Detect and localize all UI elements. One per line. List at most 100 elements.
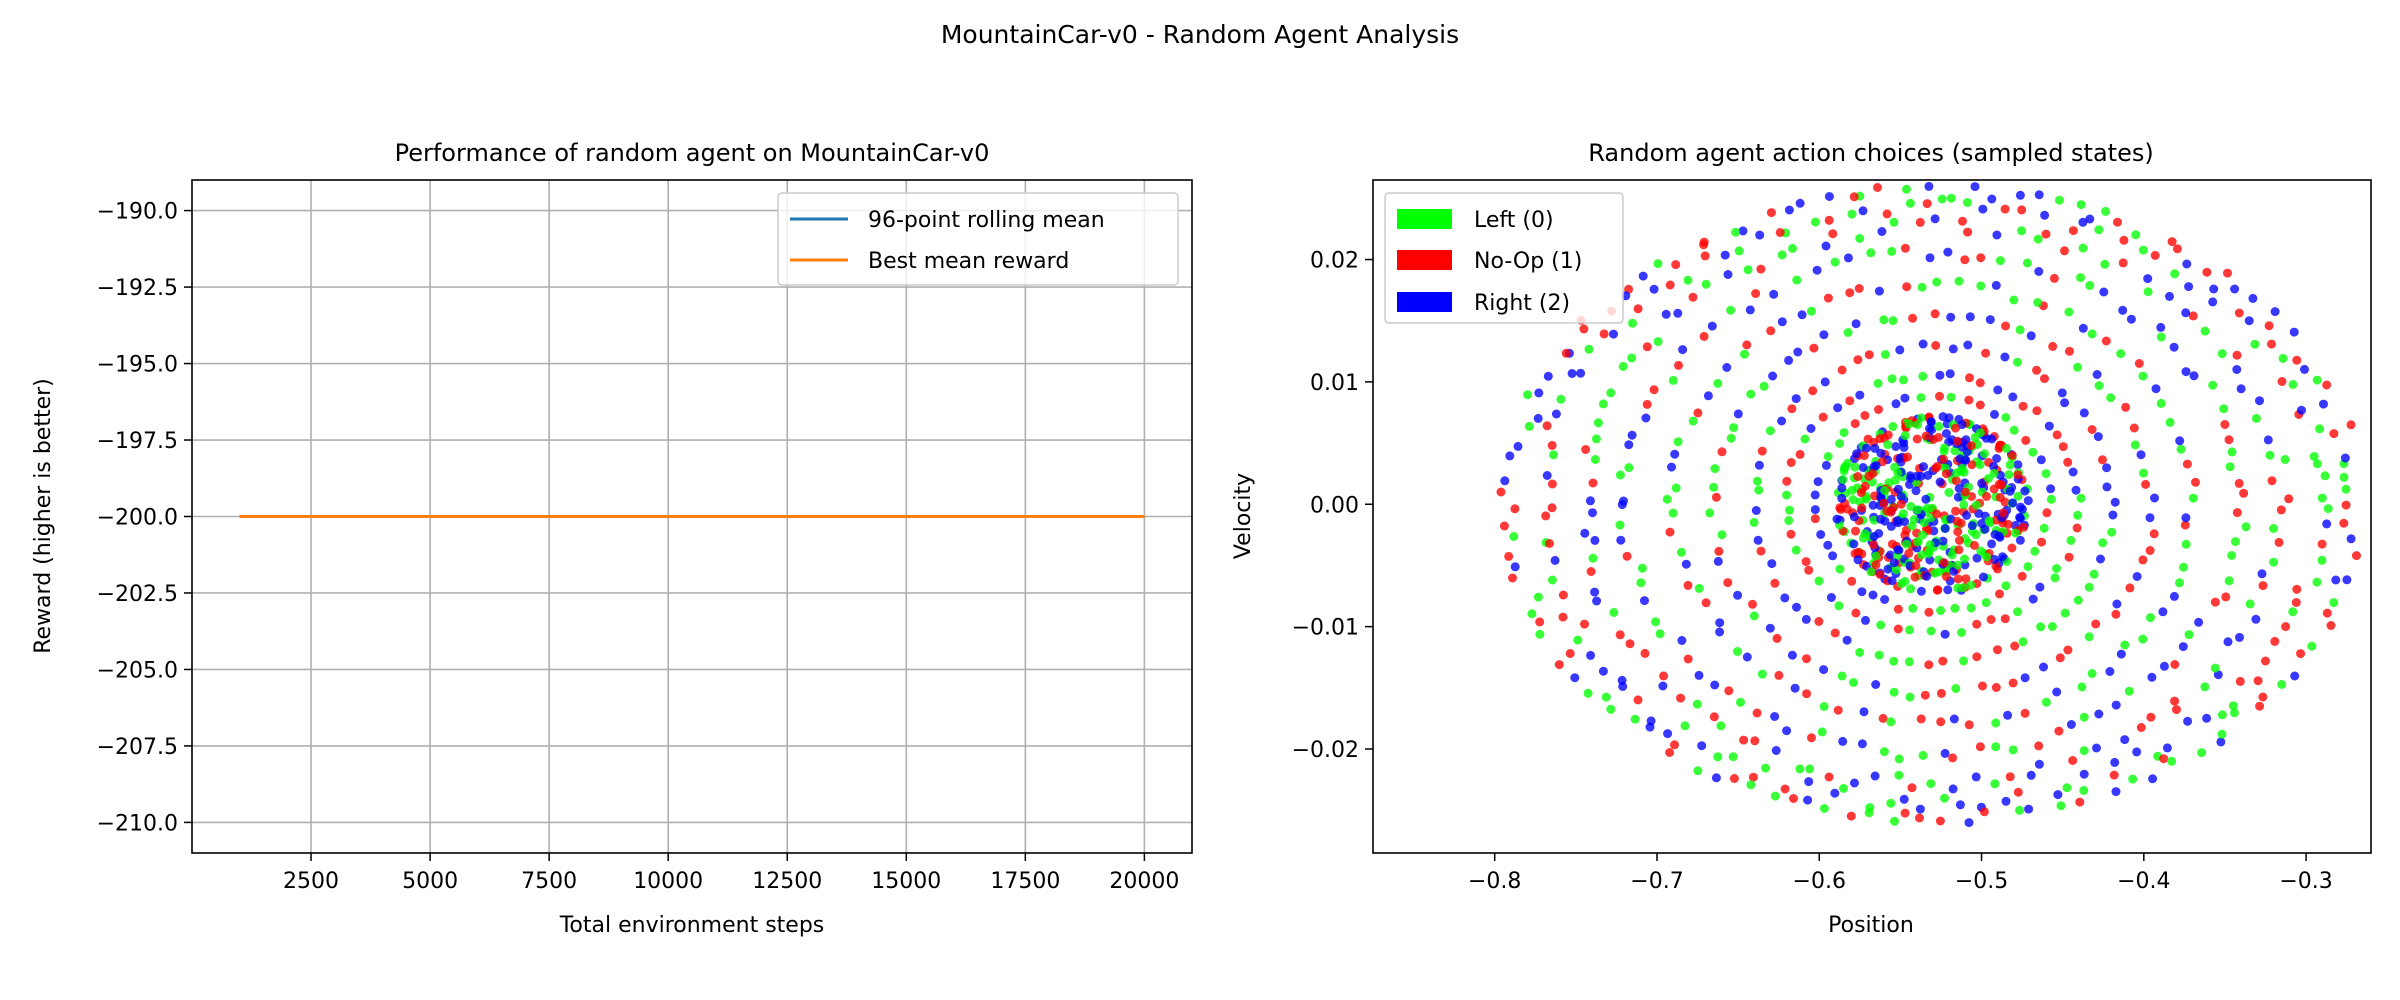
- scatter-point-right: [1862, 443, 1872, 453]
- scatter-point-right: [2346, 534, 2356, 544]
- scatter-point-left: [1879, 315, 1889, 325]
- scatter-point-right: [1871, 680, 1881, 689]
- scatter-point-right: [1777, 317, 1787, 327]
- scatter-point-right: [1681, 559, 1691, 569]
- left-x-tick-label: 12500: [752, 869, 822, 894]
- right-x-tick-label: −0.3: [2279, 869, 2332, 894]
- scatter-point-left: [1754, 485, 1764, 495]
- scatter-point-left: [1713, 378, 1723, 388]
- scatter-point-left: [2005, 460, 2015, 470]
- scatter-point-right: [2105, 667, 2115, 676]
- scatter-point-right: [1793, 347, 1803, 357]
- scatter-point-noop: [1535, 617, 1545, 627]
- legend-label-rolling-mean: 96-point rolling mean: [868, 208, 1105, 233]
- scatter-point-right: [1819, 330, 1829, 340]
- scatter-point-noop: [1873, 183, 1882, 192]
- scatter-point-left: [1601, 692, 1611, 702]
- scatter-point-noop: [2352, 551, 2361, 561]
- scatter-point-right: [1640, 596, 1649, 606]
- scatter-point-left: [1716, 721, 1726, 731]
- scatter-point-noop: [1900, 243, 1910, 253]
- scatter-point-left: [1736, 697, 1745, 707]
- scatter-point-right: [2053, 790, 2063, 800]
- scatter-point-left: [1671, 483, 1681, 493]
- scatter-point-noop: [1496, 487, 1506, 497]
- scatter-point-right: [1852, 449, 1862, 459]
- scatter-point-right: [2066, 720, 2076, 729]
- scatter-point-left: [2078, 243, 2088, 253]
- scatter-point-noop: [2064, 552, 2074, 562]
- scatter-point-noop: [2136, 723, 2146, 732]
- scatter-point-right: [2251, 614, 2261, 624]
- scatter-point-left: [2001, 581, 2011, 591]
- figure-title: MountainCar-v0 - Random Agent Analysis: [941, 20, 1459, 49]
- scatter-point-right: [1830, 788, 1840, 798]
- left-y-tick-label: −190.0: [97, 200, 178, 225]
- scatter-point-left: [2076, 493, 2086, 503]
- scatter-point-noop: [2048, 341, 2058, 351]
- scatter-point-right: [1670, 449, 1680, 459]
- scatter-point-noop: [1786, 458, 1796, 467]
- scatter-point-right: [2145, 513, 2155, 523]
- scatter-point-left: [1864, 808, 1874, 818]
- scatter-point-right: [1930, 214, 1940, 224]
- legend-label-left: Left (0): [1474, 208, 1554, 233]
- scatter-point-noop: [2221, 592, 2231, 602]
- scatter-point-left: [2010, 528, 2020, 538]
- scatter-point-noop: [2253, 676, 2263, 686]
- right-chart: Random agent action choices (sampled sta…: [1231, 139, 2372, 938]
- scatter-point-left: [2188, 493, 2198, 503]
- scatter-point-right: [1877, 227, 1887, 236]
- scatter-point-noop: [1853, 548, 1863, 558]
- scatter-point-right: [1876, 448, 1886, 458]
- scatter-point-right: [1797, 310, 1807, 320]
- scatter-point-noop: [1960, 255, 1970, 265]
- scatter-point-left: [1761, 763, 1771, 773]
- scatter-point-noop: [2065, 346, 2074, 356]
- scatter-point-right: [1837, 483, 1847, 493]
- scatter-point-left: [1791, 545, 1801, 555]
- scatter-point-right: [2162, 743, 2172, 753]
- scatter-point-left: [2312, 459, 2322, 469]
- scatter-point-noop: [2234, 478, 2244, 488]
- scatter-point-right: [2169, 591, 2179, 601]
- scatter-point-left: [2077, 682, 2087, 692]
- scatter-point-noop: [1818, 412, 1828, 422]
- scatter-point-left: [1694, 583, 1704, 593]
- legend-label-right: Right (2): [1474, 291, 1570, 316]
- scatter-point-left: [1995, 256, 2005, 266]
- scatter-point-left: [1855, 234, 1865, 243]
- scatter-point-noop: [1965, 373, 1974, 383]
- scatter-point-noop: [2141, 479, 2151, 489]
- scatter-point-right: [2096, 554, 2105, 564]
- scatter-point-left: [2124, 686, 2134, 696]
- scatter-point-right: [1645, 722, 1655, 732]
- scatter-point-right: [1505, 451, 1515, 461]
- scatter-point-noop: [1924, 607, 1934, 617]
- scatter-point-right: [1916, 586, 1926, 596]
- scatter-point-noop: [1960, 487, 1970, 497]
- scatter-point-noop: [1810, 514, 1820, 524]
- scatter-point-left: [1904, 657, 1914, 667]
- scatter-point-noop: [1953, 436, 1963, 446]
- scatter-point-left: [1926, 626, 1936, 636]
- scatter-point-noop: [1896, 499, 1906, 509]
- scatter-point-right: [1869, 462, 1879, 472]
- scatter-point-left: [2176, 444, 2186, 454]
- scatter-point-right: [1616, 535, 1626, 545]
- scatter-point-left: [1940, 793, 1949, 803]
- scatter-point-left: [2184, 630, 2194, 640]
- scatter-point-left: [1811, 217, 1820, 227]
- scatter-point-noop: [1786, 529, 1796, 539]
- scatter-point-right: [1955, 800, 1965, 810]
- scatter-point-left: [1556, 394, 1566, 404]
- scatter-point-noop: [2159, 754, 2169, 764]
- scatter-point-noop: [1823, 293, 1833, 303]
- scatter-point-right: [1870, 443, 1880, 453]
- scatter-point-right: [1723, 270, 1733, 279]
- scatter-point-noop: [1938, 656, 1948, 666]
- scatter-point-noop: [2007, 450, 2017, 460]
- scatter-point-right: [2202, 713, 2212, 723]
- scatter-point-noop: [2052, 430, 2062, 440]
- scatter-point-left: [1693, 766, 1703, 776]
